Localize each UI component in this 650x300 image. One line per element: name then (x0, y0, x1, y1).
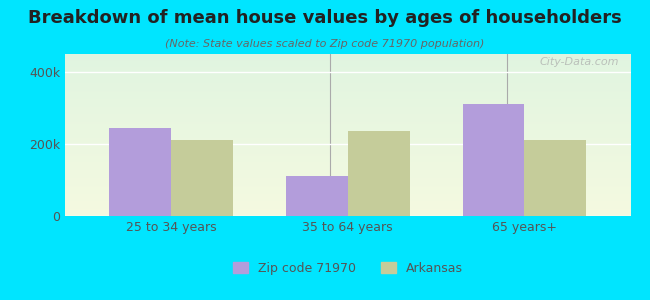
Bar (348, 131, 410, 216)
Text: Breakdown of mean house values by ages of householders: Breakdown of mean house values by ages o… (28, 9, 622, 27)
Text: (Note: State values scaled to Zip code 71970 population): (Note: State values scaled to Zip code 7… (165, 39, 485, 49)
Text: City-Data.com: City-Data.com (540, 57, 619, 67)
Bar (109, 128, 171, 216)
Bar (463, 104, 525, 216)
Bar (171, 140, 233, 216)
Bar (286, 176, 348, 216)
Legend: Zip code 71970, Arkansas: Zip code 71970, Arkansas (226, 256, 469, 281)
Bar (525, 140, 586, 216)
